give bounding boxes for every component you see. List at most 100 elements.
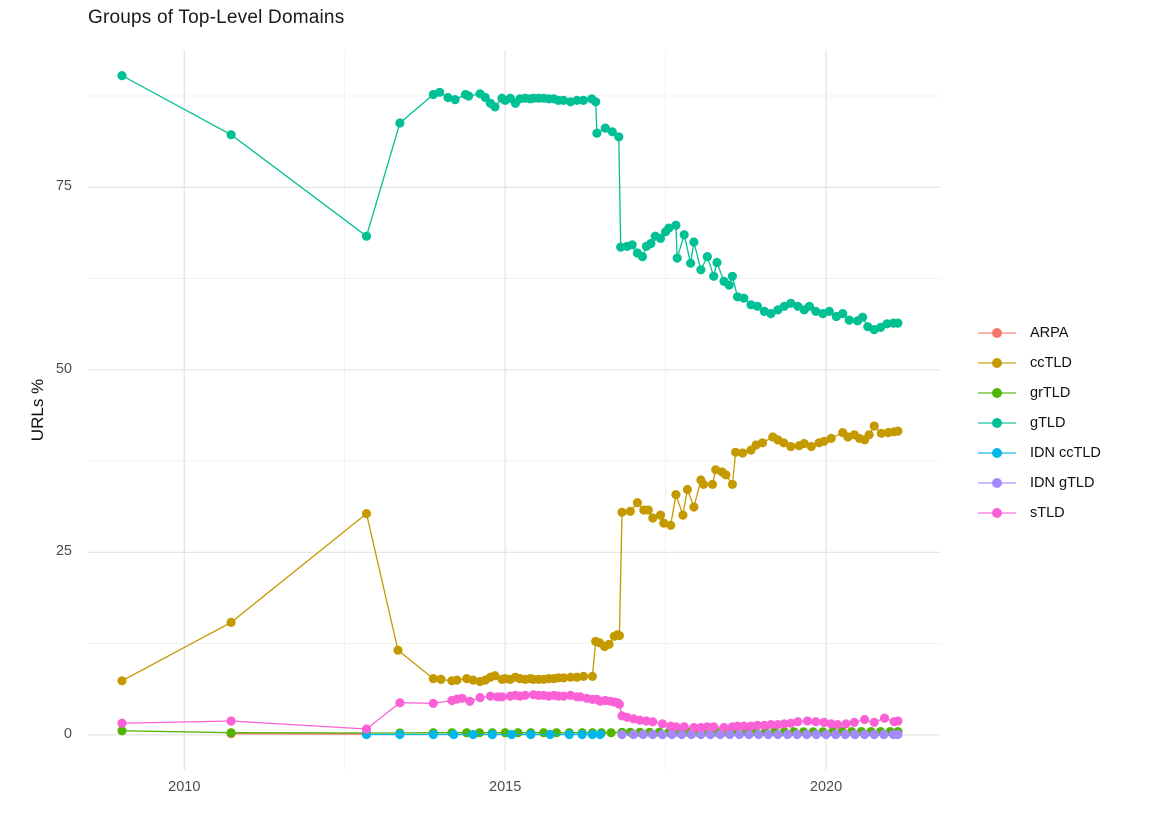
series-point-stld [849,717,859,728]
chart-title: Groups of Top-Level Domains [88,7,345,28]
series-point-cctld [869,421,879,431]
series-point-gtld [679,230,689,240]
series-point-gtld [637,252,648,262]
series-point-stld [485,691,495,701]
series-point-gtld [724,280,734,290]
series-point-idn-gtld [773,729,783,740]
series-point-gtld [696,265,706,275]
series-point-gtld [361,231,372,241]
series-point-gtld [578,95,589,105]
series-point-cctld [689,502,699,512]
series-point-idn-gtld [667,729,677,740]
series-point-gtld [646,238,656,249]
legend-item-stld: sTLD [976,498,1101,528]
series-point-idn-gtld [811,729,822,740]
series-point-gtld [627,240,637,250]
series-point-idn-cctld [395,729,405,740]
legend-key-icon [978,358,1016,368]
series-point-gtld [655,233,666,243]
series-point-idn-gtld [734,729,745,740]
series-point-stld [732,721,743,731]
series-point-idn-cctld [507,729,517,740]
legend-item-idn-cctld: IDN ccTLD [976,438,1101,468]
series-point-idn-gtld [715,729,725,740]
series-point-stld [811,717,821,727]
legend-label: sTLD [1030,505,1065,521]
series-point-cctld [806,441,816,452]
series-point-gtld [600,123,610,133]
series-point-gtld [435,87,445,97]
series-point-idn-gtld [725,729,735,740]
series-point-stld [361,724,372,734]
series-point-gtld [490,102,500,112]
series-point-cctld [117,676,127,686]
series-point-idn-gtld [705,729,716,740]
series-point-stld [457,693,467,703]
series-point-gtld [766,309,776,319]
series-point-cctld [682,484,693,495]
series-point-idn-cctld [449,729,459,740]
series-point-cctld [632,498,643,508]
series-point-idn-gtld [831,729,841,740]
legend-key-icon [978,328,1016,338]
series-point-stld [689,722,699,733]
series-point-stld [559,691,569,701]
series-point-cctld [786,441,796,452]
series-point-cctld [727,479,738,489]
series-point-cctld [707,479,718,489]
series-point-stld [786,718,796,728]
series-point-idn-gtld [840,729,850,740]
series-point-cctld [648,513,658,523]
series-point-stld [802,716,813,726]
series-point-idn-gtld [696,729,706,740]
series-point-cctld [436,674,446,685]
series-point-stld [841,719,851,729]
series-point-gtld [858,312,868,322]
series-point-stld [709,722,719,732]
series-point-stld [819,717,829,728]
series-point-stld [497,692,507,702]
series-point-grtld [226,728,236,738]
series-point-gtld [572,95,582,105]
series-point-gtld [786,298,796,308]
series-point-cctld [659,518,669,528]
series-point-gtld [559,95,569,105]
legend-key-icon [978,388,1016,398]
series-point-cctld [893,426,903,436]
series-point-stld [520,690,530,701]
series-point-gtld [614,132,624,142]
series-point-idn-gtld [802,729,812,740]
series-point-stld [793,717,803,727]
series-point-stld [671,722,681,732]
legend-key-icon [978,418,1016,428]
x-tick-label: 2020 [809,779,843,795]
series-point-stld [860,714,870,725]
series-point-stld [395,698,405,708]
series-point-cctld [799,438,809,449]
series-point-cctld [819,436,829,446]
series-point-stld [657,719,668,729]
series-point-cctld [721,470,731,480]
series-point-stld [117,718,127,728]
series-point-cctld [452,675,462,685]
series-point-idn-gtld [792,729,802,740]
series-point-gtld [893,318,903,328]
series-point-idn-gtld [686,729,696,740]
series-point-idn-gtld [860,729,870,740]
series-point-gtld [727,271,738,281]
y-tick-label: 75 [55,178,72,195]
series-point-stld [702,722,712,732]
y-tick-label: 25 [55,543,72,560]
series-point-cctld [643,505,653,515]
series-point-idn-cctld [587,729,598,740]
series-point-cctld [604,639,614,649]
series-point-stld [833,720,843,730]
series-point-gtld [824,306,834,316]
legend-item-idn-gtld: IDN gTLD [976,468,1101,498]
series-point-idn-cctld [468,729,478,740]
series-point-cctld [566,672,576,682]
series-point-gtld [671,220,681,230]
series-point-stld [648,717,658,727]
series-point-cctld [587,671,598,682]
